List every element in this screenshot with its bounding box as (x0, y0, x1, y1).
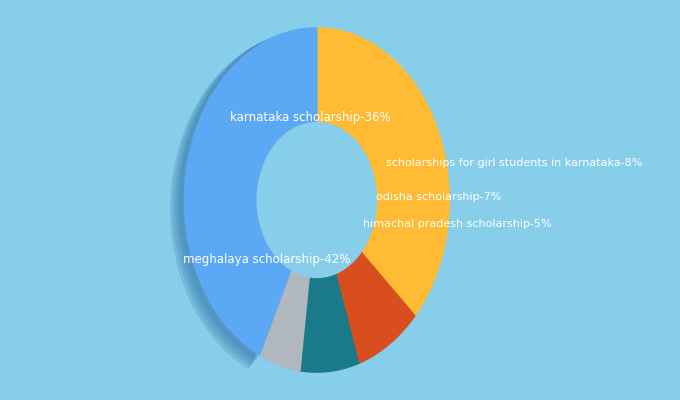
Text: karnataka scholarship-36%: karnataka scholarship-36% (230, 112, 390, 124)
Polygon shape (180, 29, 314, 360)
Polygon shape (171, 32, 308, 368)
Polygon shape (259, 270, 309, 371)
Polygon shape (175, 31, 311, 364)
Polygon shape (300, 274, 358, 372)
Polygon shape (257, 122, 377, 278)
Polygon shape (317, 28, 449, 316)
Polygon shape (173, 31, 309, 366)
Text: himachal pradesh scholarship-5%: himachal pradesh scholarship-5% (363, 219, 552, 229)
Text: meghalaya scholarship-42%: meghalaya scholarship-42% (183, 253, 350, 266)
Polygon shape (177, 30, 312, 362)
Polygon shape (184, 28, 317, 355)
Text: odisha scholarship-7%: odisha scholarship-7% (377, 192, 502, 202)
Polygon shape (336, 252, 415, 363)
Text: scholarships for girl students in karnataka-8%: scholarships for girl students in karnat… (386, 158, 642, 168)
